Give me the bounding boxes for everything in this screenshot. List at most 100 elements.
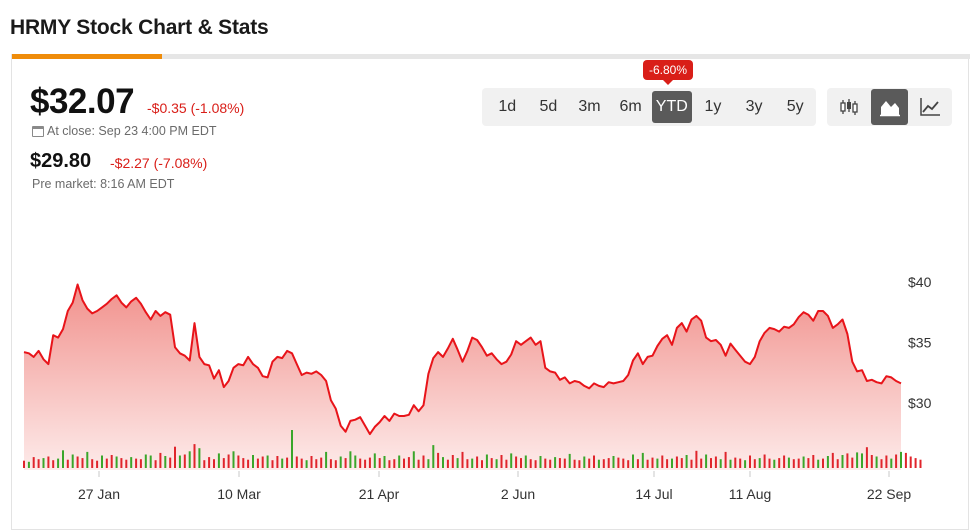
volume-bar — [719, 459, 722, 468]
volume-bar — [27, 461, 30, 468]
volume-bar — [739, 458, 742, 468]
volume-bar — [281, 458, 284, 468]
volume-bar — [826, 456, 829, 468]
x-tick-label: 11 Aug — [729, 486, 772, 502]
volume-bar — [836, 459, 839, 468]
range-button-5d[interactable]: 5d — [539, 98, 558, 115]
volume-bar — [66, 459, 69, 468]
volume-bar — [47, 456, 50, 468]
area-chart-icon — [879, 101, 900, 117]
volume-bar — [115, 456, 118, 468]
volume-bar — [383, 456, 386, 468]
volume-bar — [481, 460, 483, 468]
volume-bar — [456, 458, 459, 468]
volume-bar — [101, 455, 103, 468]
volume-bar — [568, 453, 571, 468]
volume-bar — [461, 451, 464, 468]
close-time: At close: Sep 23 4:00 PM EDT — [32, 124, 217, 138]
range-button-3y[interactable]: 3y — [745, 98, 763, 115]
calendar-icon — [32, 125, 44, 137]
volume-bar — [32, 457, 35, 468]
x-tick-label: 22 Sep — [867, 486, 912, 502]
volume-bar — [890, 458, 893, 468]
volume-bar — [120, 458, 123, 468]
volume-bar — [607, 458, 610, 468]
volume-bar — [900, 451, 902, 468]
volume-bar — [583, 456, 586, 468]
volume-bar — [378, 458, 381, 468]
line-layer — [23, 283, 902, 436]
volume-bar — [446, 459, 449, 468]
volume-bar — [846, 453, 849, 468]
volume-bar — [656, 458, 659, 468]
volume-bar — [305, 460, 308, 468]
volume-bar — [505, 459, 508, 468]
volume-bar — [315, 459, 318, 468]
volume-bar — [208, 457, 211, 468]
area-layer — [24, 284, 901, 470]
volume-bar — [437, 452, 440, 468]
volume-bar — [875, 456, 878, 468]
volume-bar — [895, 454, 898, 468]
candlestick-button[interactable] — [830, 89, 868, 125]
volume-bar — [797, 458, 800, 468]
volume-bar — [310, 456, 313, 468]
volume-bar — [524, 455, 527, 468]
range-button-3m[interactable]: 3m — [578, 98, 601, 115]
price-area — [24, 284, 901, 470]
volume-bar — [841, 455, 844, 468]
volume-bar — [339, 456, 342, 468]
volume-bar — [802, 456, 805, 468]
volume-bar — [393, 459, 396, 468]
volume-bar — [252, 455, 254, 468]
volume-bar — [787, 457, 790, 468]
volume-bar — [792, 459, 795, 468]
volume-bar — [154, 460, 157, 468]
volume-bar — [675, 456, 678, 468]
volume-bar — [110, 455, 113, 468]
volume-bar — [256, 458, 259, 468]
volume-bar — [422, 455, 425, 468]
range-button-1y[interactable]: 1y — [704, 98, 722, 115]
volume-bar — [666, 459, 669, 468]
volume-bar — [76, 456, 79, 468]
x-tick-label: 27 Jan — [78, 486, 120, 502]
volume-bar — [417, 459, 420, 468]
range-button-6m[interactable]: 6m — [619, 98, 642, 115]
volume-bar — [198, 448, 201, 468]
range-button-ytd[interactable]: YTD — [651, 91, 693, 123]
volume-bar — [451, 455, 454, 468]
volume-bar — [86, 451, 89, 468]
range-button-1d[interactable]: 1d — [498, 98, 517, 115]
volume-bar — [870, 455, 873, 468]
volume-bar — [266, 455, 269, 468]
volume-bar — [904, 452, 907, 468]
volume-bar — [354, 455, 357, 468]
volume-bar — [597, 459, 600, 468]
volume-bar — [680, 458, 683, 468]
volume-bar — [909, 456, 912, 468]
volume-bar — [573, 459, 576, 468]
range-button-5y[interactable]: 5y — [786, 98, 804, 115]
volume-bar — [286, 457, 289, 468]
range-change-tooltip: -6.80% — [643, 60, 694, 85]
line-chart-button[interactable] — [911, 89, 949, 125]
volume-bar — [349, 451, 352, 468]
volume-bar — [276, 456, 279, 468]
volume-bar — [807, 458, 810, 468]
volume-bar — [515, 456, 518, 468]
price-line — [23, 283, 902, 436]
premarket-price: $29.80 — [30, 150, 92, 172]
area-chart-button[interactable] — [870, 89, 909, 125]
volume-bar — [510, 453, 513, 468]
volume-bar — [96, 460, 99, 468]
volume-bar — [885, 455, 888, 468]
volume-bar — [714, 456, 717, 468]
volume-bar — [724, 451, 727, 468]
volume-bar — [646, 459, 649, 468]
volume-bar — [768, 458, 771, 468]
volume-bar — [476, 456, 479, 468]
volume-bar — [636, 459, 639, 468]
volume-bar — [695, 450, 698, 468]
